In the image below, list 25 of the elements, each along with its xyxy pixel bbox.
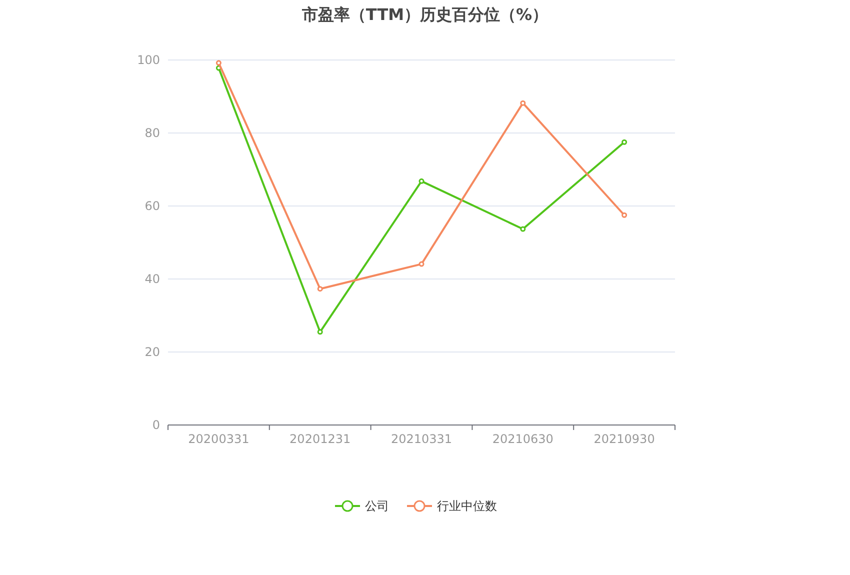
y-tick-label: 80 (144, 126, 160, 140)
point (622, 139, 628, 145)
y-tick-label: 100 (137, 53, 160, 67)
point (418, 178, 424, 184)
y-tick-label: 0 (152, 418, 160, 432)
point (317, 329, 323, 335)
legend-label: 行业中位数 (437, 499, 497, 513)
legend-item: 公司 (335, 499, 389, 513)
x-tick-label: 20210630 (492, 432, 554, 446)
y-tick-label: 20 (144, 345, 160, 359)
x-tick-label: 20210331 (390, 432, 452, 446)
point (418, 261, 424, 267)
chart-title: 市盈率（TTM）历史百分位（%） (300, 5, 548, 24)
x-tick-label: 20200331 (188, 432, 250, 446)
x-tick-label: 20201231 (290, 432, 351, 446)
point (216, 60, 222, 66)
x-tick-label: 20210930 (594, 432, 655, 446)
y-tick-label: 60 (144, 199, 160, 213)
point (317, 286, 323, 292)
legend-item: 行业中位数 (407, 499, 497, 513)
point (520, 226, 526, 232)
y-tick-label: 40 (144, 272, 160, 286)
legend-label: 公司 (365, 499, 389, 513)
point (520, 100, 526, 106)
point (622, 212, 628, 218)
